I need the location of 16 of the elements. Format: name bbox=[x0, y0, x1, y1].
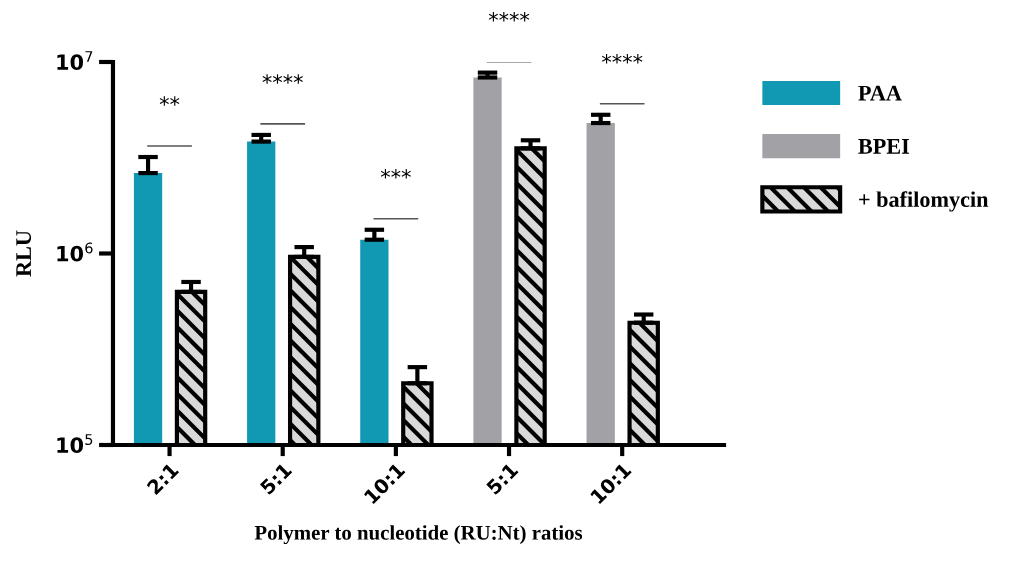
x-tick-label: 5:1 bbox=[485, 462, 519, 496]
annotation: ** bbox=[159, 96, 180, 106]
y-tick-label: 10$^{6}$ bbox=[57, 242, 93, 262]
legend-label: PAA bbox=[858, 85, 902, 101]
legend-label: + bafilomycin bbox=[859, 191, 989, 212]
x-axis-title: Polymer to nucleotide (RU:Nt) ratios bbox=[254, 525, 583, 545]
annotation: *** bbox=[380, 169, 411, 179]
text: **** bbox=[488, 11, 530, 22]
y-tick-label: 10$^{7}$ bbox=[57, 51, 93, 71]
y-axis-title: RLU bbox=[16, 230, 32, 277]
y-tick-label: 10$^{5}$ bbox=[57, 434, 93, 454]
x-tick-label: 5:1 bbox=[259, 462, 293, 496]
legend-label: BPEI bbox=[858, 139, 910, 154]
x-tick-label: 2:1 bbox=[146, 462, 180, 495]
annotation: **** bbox=[262, 74, 303, 84]
annotation: **** bbox=[601, 54, 643, 64]
